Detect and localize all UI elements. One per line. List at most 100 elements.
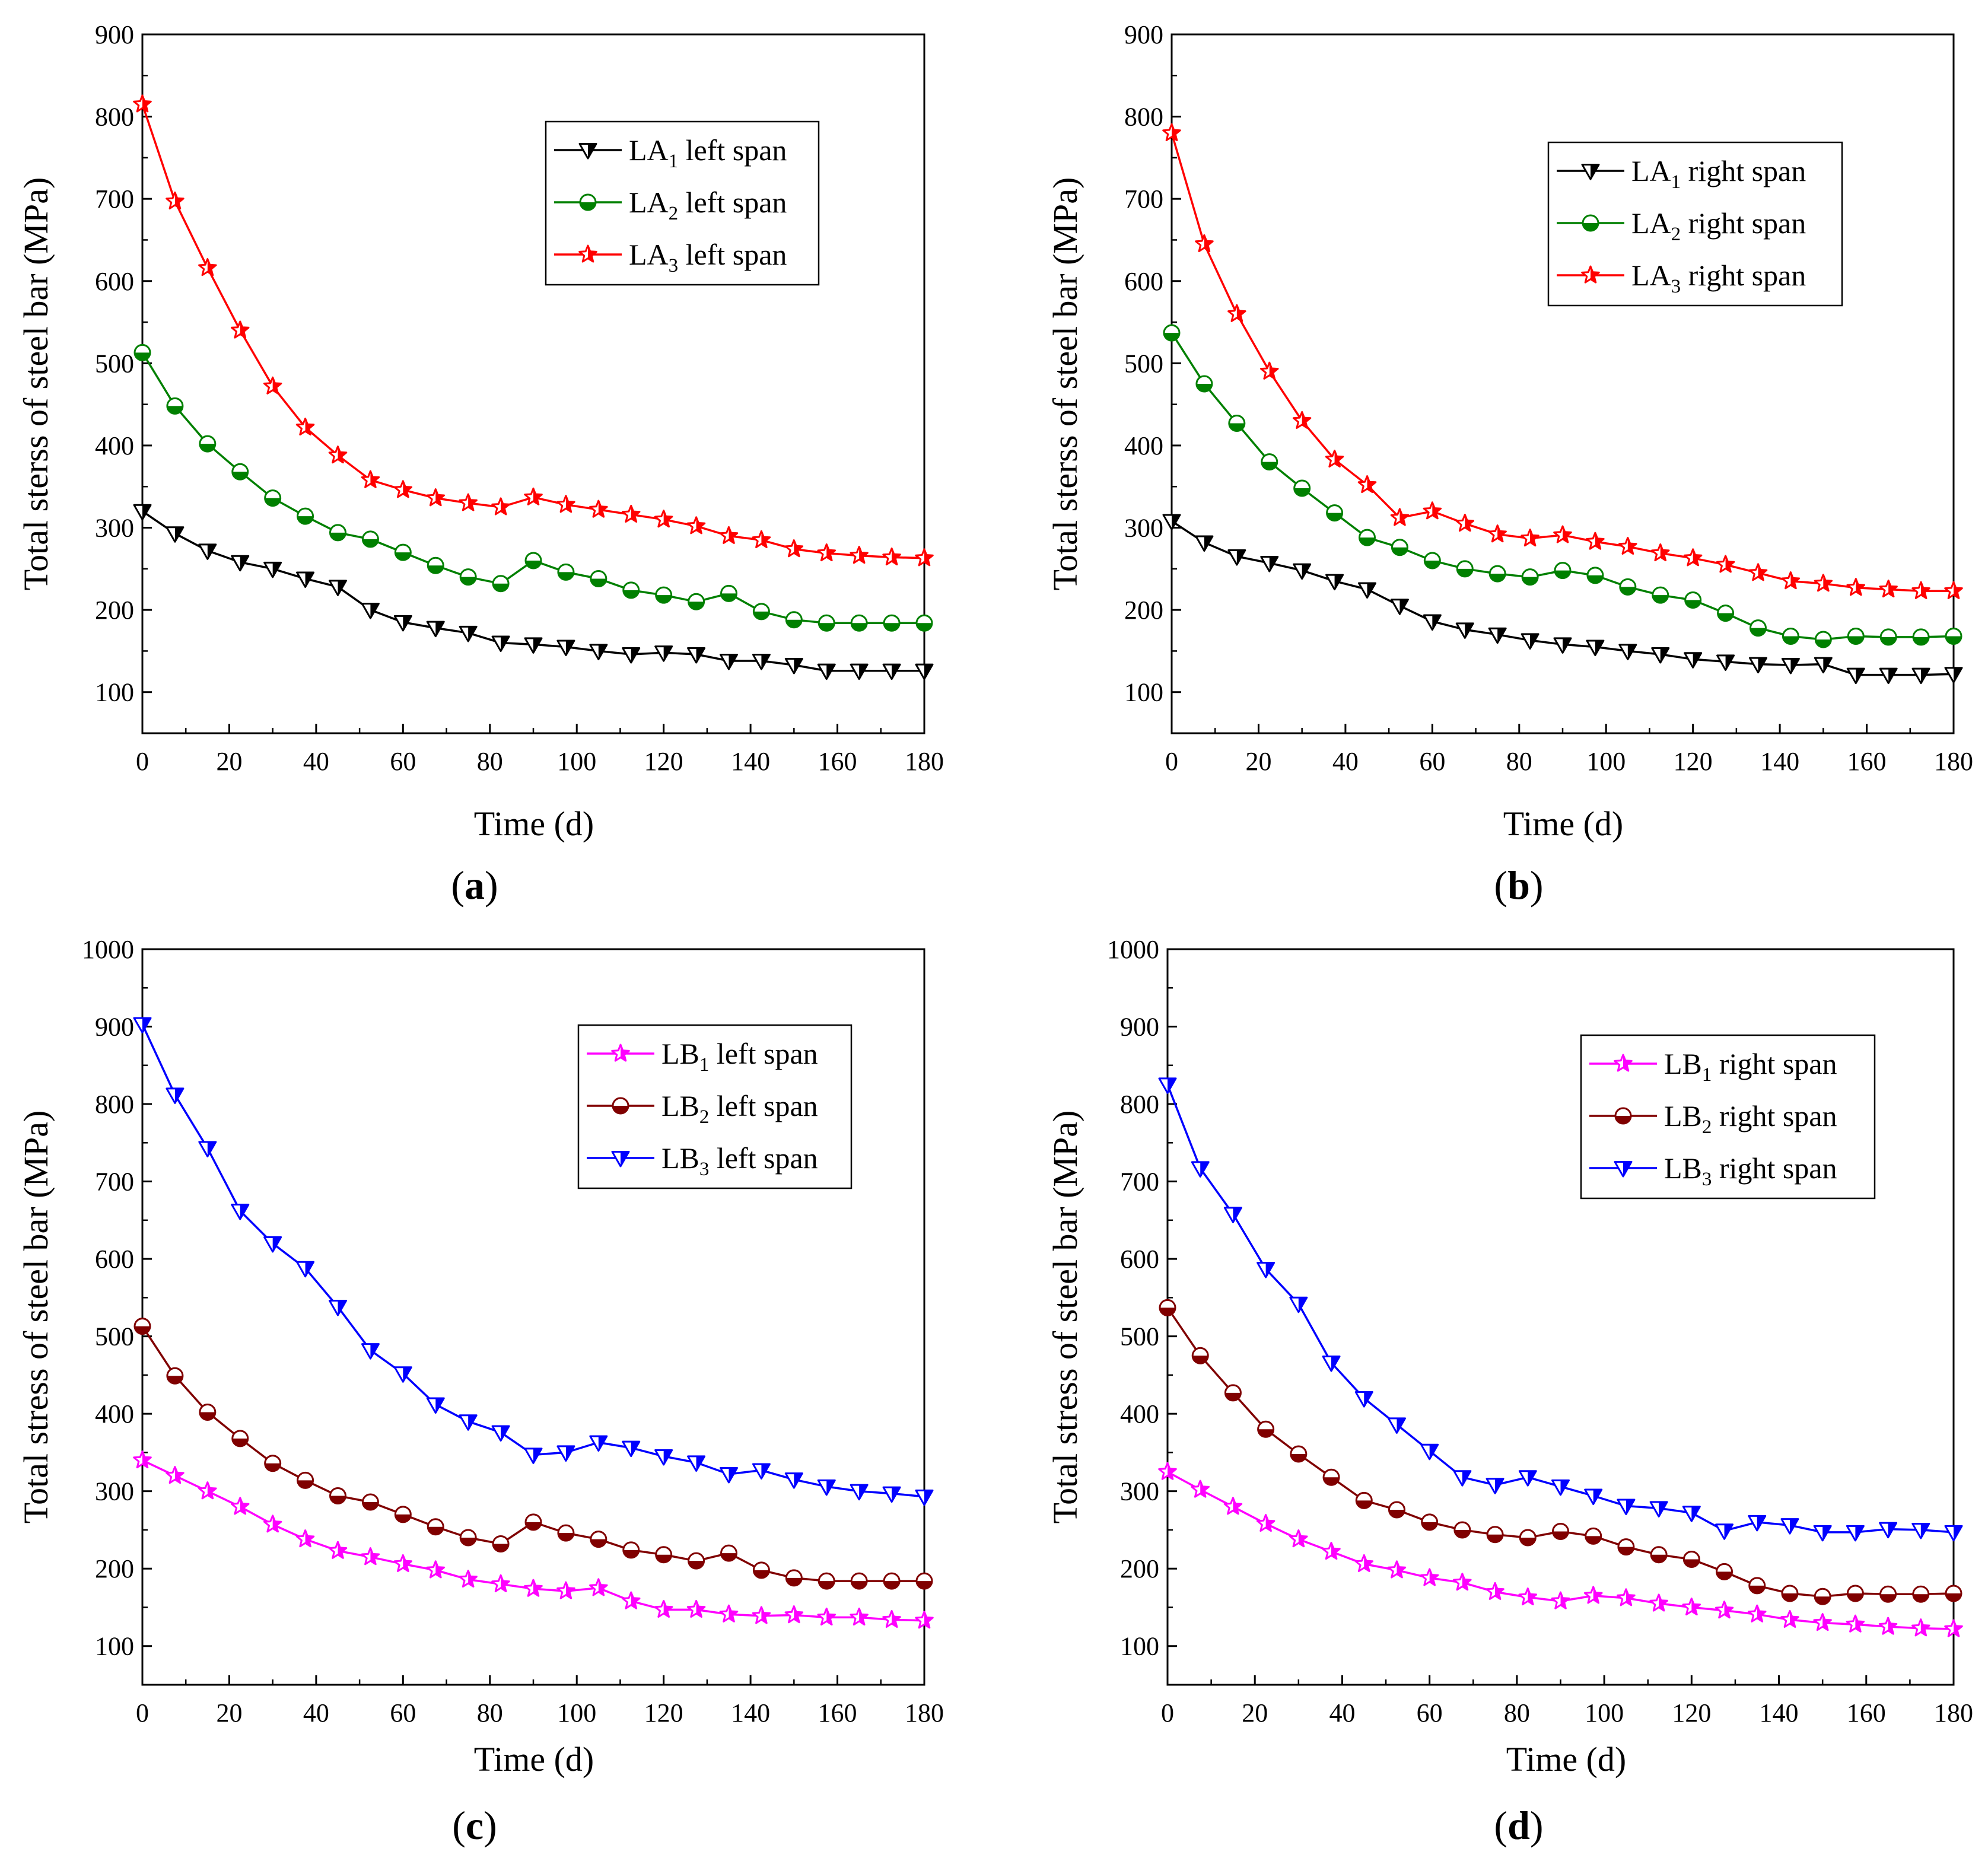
data-point (1583, 1586, 1603, 1604)
data-point (1228, 415, 1246, 432)
x-tick-label: 100 (1586, 747, 1626, 776)
y-tick-label: 500 (1120, 1322, 1159, 1351)
legend-series-name: LA (1631, 259, 1671, 292)
data-point (1289, 1529, 1308, 1548)
data-point (263, 561, 282, 578)
data-point (296, 1261, 315, 1278)
y-tick-label: 600 (95, 1245, 134, 1274)
legend-series-subscript: 3 (669, 255, 679, 276)
data-point (1223, 1207, 1242, 1223)
data-point (1814, 574, 1833, 592)
data-point (1195, 535, 1214, 552)
x-axis-label: Time (d) (1506, 1740, 1627, 1779)
legend-marker (578, 143, 597, 160)
panel-d: 0 20 40 60 80 100 120 140 160 180 100 200 300 400 500 6… (1046, 935, 1973, 1848)
data-point (1391, 539, 1408, 556)
data-point (295, 418, 315, 436)
data-point (654, 1449, 673, 1466)
data-point (1879, 628, 1897, 646)
data-point (263, 376, 282, 394)
data-point (394, 543, 412, 561)
x-tick-label: 140 (1760, 1698, 1799, 1727)
data-point (296, 571, 315, 588)
data-point (264, 1455, 282, 1472)
legend-series-suffix: left span (709, 1089, 818, 1122)
legend-series-name: LA (629, 238, 669, 271)
data-point (622, 1591, 641, 1609)
data-point (1256, 1514, 1275, 1532)
series-line (1166, 1307, 1954, 1598)
data-point (784, 539, 804, 558)
legend-marker (1614, 1054, 1633, 1072)
data-point (133, 1450, 152, 1469)
data-point (1586, 532, 1605, 550)
y-tick-label: 900 (1124, 20, 1163, 49)
data-point (133, 1318, 151, 1335)
data-point (297, 1471, 314, 1489)
legend-series-suffix: right span (1681, 259, 1806, 292)
data-point (524, 1447, 543, 1464)
data-point (1649, 1501, 1668, 1517)
series-la1 (1162, 514, 1963, 685)
legend-marker (1614, 1107, 1632, 1125)
data-point (1618, 536, 1637, 555)
data-point (557, 563, 575, 581)
data-point (1453, 1470, 1472, 1487)
data-point (231, 555, 250, 572)
data-point (686, 1599, 706, 1618)
data-point (590, 1531, 607, 1548)
data-point (1911, 667, 1930, 685)
data-point (1387, 1560, 1407, 1579)
legend-marker (612, 1097, 629, 1115)
x-tick-label: 60 (1417, 1698, 1443, 1727)
data-point (752, 1606, 771, 1624)
legend-entry-label: LA3 right span (1631, 259, 1806, 297)
data-point (1554, 562, 1572, 580)
panel-label: (c) (452, 1803, 497, 1848)
data-point (1814, 631, 1832, 648)
data-point (915, 548, 934, 567)
data-point (393, 615, 412, 632)
data-point (1261, 453, 1278, 471)
legend-series-name: LA (629, 133, 669, 167)
legend-series-suffix: right span (1712, 1047, 1837, 1080)
data-point (818, 614, 835, 632)
panel-letter: d (1507, 1803, 1530, 1848)
legend-series-name: LB (661, 1141, 699, 1175)
panel-b: 0 20 40 60 80 100 120 140 160 180 100 200 300 400 500 6… (1046, 20, 1973, 908)
data-point (915, 1572, 933, 1590)
data-point (720, 1466, 738, 1484)
legend-series-suffix: right span (1712, 1151, 1837, 1185)
data-point (1420, 1568, 1439, 1586)
panel-c: 0 20 40 60 80 100 120 140 160 180 100 200 300 400 500 6… (17, 935, 944, 1848)
data-point (1322, 1542, 1341, 1560)
data-point (1814, 1587, 1831, 1605)
data-point (1879, 667, 1898, 685)
y-tick-label: 400 (1124, 431, 1163, 460)
data-point (1617, 1588, 1636, 1606)
data-point (394, 1506, 412, 1523)
data-point (1390, 599, 1409, 615)
x-tick-label: 80 (477, 747, 503, 776)
panel-letter: c (466, 1803, 484, 1848)
data-point (1716, 654, 1735, 671)
legend-entry-label: LB1 right span (1664, 1047, 1837, 1086)
data-point (688, 593, 705, 610)
data-point (1486, 1526, 1504, 1544)
x-tick-label: 160 (1847, 1698, 1886, 1727)
x-tick-label: 20 (216, 747, 242, 776)
data-point (655, 586, 673, 604)
data-point (1780, 1609, 1799, 1628)
data-point (295, 1529, 315, 1548)
data-point (589, 644, 608, 660)
data-point (1945, 1585, 1962, 1602)
legend-series-name: LB (661, 1037, 699, 1070)
data-point (1782, 627, 1799, 645)
y-tick-label: 700 (95, 1167, 134, 1197)
x-tick-label: 160 (1847, 747, 1887, 776)
data-point (1158, 1077, 1177, 1094)
x-tick-label: 140 (731, 1698, 770, 1727)
data-point (1257, 1420, 1275, 1438)
data-point (1652, 586, 1669, 604)
y-axis-label: Total stress of steel bar (MPa) (17, 1111, 55, 1524)
